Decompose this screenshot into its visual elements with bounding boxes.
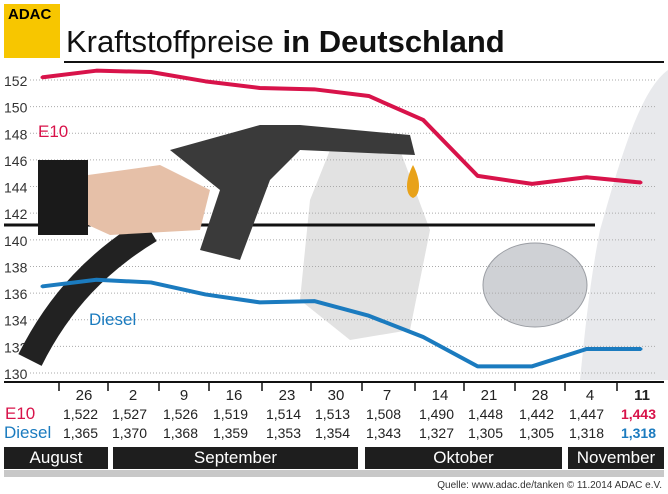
date-label: 28 (532, 387, 549, 404)
diesel-price: 1,354 (315, 425, 350, 441)
date-label: 2 (129, 387, 137, 404)
date-label: 23 (279, 387, 296, 404)
fuel-nozzle-image (170, 125, 415, 260)
diesel-price: 1,370 (112, 425, 147, 441)
data-point (312, 299, 316, 303)
date-label: 7 (383, 387, 391, 404)
data-point (639, 347, 643, 351)
e10-price: 1,527 (112, 406, 147, 422)
data-point (585, 347, 589, 351)
diesel-price: 1,305 (519, 425, 554, 441)
month-august: August (4, 447, 108, 469)
source-footer: Quelle: www.adac.de/tanken © 11.2014 ADA… (437, 480, 662, 491)
e10-price: 1,514 (266, 406, 301, 422)
data-point (258, 300, 262, 304)
data-point (203, 292, 207, 296)
data-point (40, 75, 44, 79)
date-label: 26 (76, 387, 93, 404)
diesel-price: 1,353 (266, 425, 301, 441)
month-oktober: Oktober (365, 447, 562, 469)
date-label: 16 (226, 387, 243, 404)
diesel-price: 1,305 (468, 425, 503, 441)
y-tick-label: 146 (4, 153, 28, 169)
y-tick-label: 144 (4, 180, 28, 196)
y-tick-label: 138 (4, 259, 28, 275)
data-point (40, 284, 44, 288)
diesel-price: 1,318 (621, 425, 656, 441)
e10-price: 1,519 (213, 406, 248, 422)
series-line-e10 (41, 68, 642, 186)
data-point (639, 181, 643, 185)
e10-price: 1,526 (163, 406, 198, 422)
germany-map-image (300, 150, 430, 340)
date-label: 11 (634, 387, 650, 404)
e10-price: 1,442 (519, 406, 554, 422)
month-september: September (113, 447, 358, 469)
diesel-price: 1,318 (569, 425, 604, 441)
data-point (94, 278, 98, 282)
data-point (421, 335, 425, 339)
data-point (530, 182, 534, 186)
car-body-image (580, 70, 668, 380)
data-point (258, 86, 262, 90)
y-tick-label: 142 (4, 206, 28, 222)
y-tick-label: 152 (4, 73, 28, 89)
y-tick-label: 136 (4, 286, 28, 302)
fuel-cap-image (482, 242, 588, 328)
hand-image (88, 165, 210, 235)
date-label: 14 (432, 387, 449, 404)
data-point (203, 79, 207, 83)
e10-price: 1,490 (419, 406, 454, 422)
data-point (421, 118, 425, 122)
data-point (367, 94, 371, 98)
date-label: 21 (481, 387, 498, 404)
data-point (476, 174, 480, 178)
date-label: 30 (328, 387, 345, 404)
data-point (367, 314, 371, 318)
data-point (530, 364, 534, 368)
e10-price: 1,448 (468, 406, 503, 422)
e10-price: 1,508 (366, 406, 401, 422)
price-chart: 152150148146144142140138136134132130E10D… (4, 68, 668, 442)
diesel-price: 1,327 (419, 425, 454, 441)
fuel-drop-icon (407, 165, 419, 198)
series-label-diesel: Diesel (89, 310, 136, 329)
diesel-price: 1,343 (366, 425, 401, 441)
data-point (149, 280, 153, 284)
series-line-diesel (41, 277, 641, 369)
y-tick-label: 140 (4, 233, 28, 249)
y-tick-label: 150 (4, 100, 28, 116)
y-tick-label: 148 (4, 126, 28, 142)
data-point (94, 69, 98, 73)
data-point (585, 175, 589, 179)
row-label-diesel: Diesel (4, 423, 51, 442)
e10-price: 1,443 (621, 406, 656, 422)
hose-image (18, 218, 157, 366)
row-label-e10: E10 (5, 404, 35, 423)
bottom-band (4, 470, 664, 477)
data-point (149, 70, 153, 74)
e10-price: 1,513 (315, 406, 350, 422)
adac-logo: ADAC (4, 4, 60, 58)
y-tick-label: 134 (4, 313, 28, 329)
date-label: 4 (586, 387, 594, 404)
e10-price: 1,447 (569, 406, 604, 422)
e10-price: 1,522 (63, 406, 98, 422)
series-label-e10: E10 (38, 122, 68, 141)
y-tick-label: 130 (4, 366, 28, 382)
diesel-price: 1,365 (63, 425, 98, 441)
diesel-price: 1,368 (163, 425, 198, 441)
title-divider (64, 61, 664, 63)
sleeve-image (38, 160, 88, 235)
month-november: November (568, 447, 664, 469)
diesel-price: 1,359 (213, 425, 248, 441)
data-point (312, 87, 316, 91)
data-point (476, 364, 480, 368)
page-title: Kraftstoffpreise in Deutschland (66, 24, 505, 59)
date-label: 9 (180, 387, 188, 404)
